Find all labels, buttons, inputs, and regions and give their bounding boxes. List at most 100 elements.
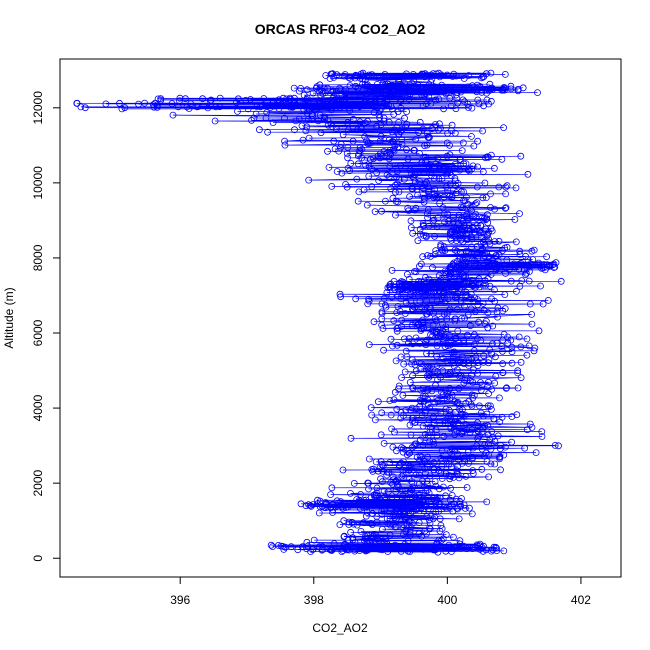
data-point	[487, 69, 495, 77]
data-point	[482, 70, 490, 78]
data-point	[446, 341, 454, 349]
data-point	[207, 96, 215, 104]
data-point	[487, 204, 494, 211]
data-point	[412, 440, 420, 448]
data-point	[426, 423, 434, 431]
data-point	[422, 178, 430, 186]
data-point	[384, 80, 392, 88]
data-point	[378, 409, 386, 417]
data-point	[403, 496, 411, 504]
data-point	[499, 369, 507, 376]
data-point	[375, 177, 383, 185]
data-point	[498, 155, 506, 163]
data-point	[141, 99, 149, 107]
data-point	[435, 95, 443, 103]
data-point	[371, 491, 379, 499]
data-point	[501, 305, 509, 313]
data-point	[356, 144, 364, 152]
data-point	[405, 475, 413, 483]
data-point	[453, 292, 461, 300]
data-point	[440, 310, 448, 318]
data-point	[512, 238, 520, 246]
data-point	[525, 277, 533, 285]
data-point	[347, 528, 355, 536]
data-point	[421, 465, 429, 473]
data-point	[446, 141, 453, 149]
data-point	[483, 215, 491, 223]
data-point	[433, 362, 441, 369]
data-point	[398, 323, 405, 330]
data-point	[477, 221, 485, 229]
data-point	[433, 298, 441, 305]
data-point	[423, 336, 431, 344]
data-point	[497, 441, 504, 449]
data-point	[455, 515, 463, 523]
data-point	[383, 96, 391, 104]
data-point	[466, 322, 474, 330]
data-point	[451, 246, 459, 254]
data-point	[495, 183, 503, 191]
data-point	[471, 200, 479, 208]
data-point	[431, 121, 439, 128]
data-point	[371, 99, 379, 107]
data-point	[454, 357, 462, 364]
data-point	[380, 487, 388, 495]
data-point	[402, 347, 410, 355]
data-point	[422, 406, 430, 414]
data-point	[406, 292, 414, 300]
data-point	[259, 101, 267, 109]
data-point	[428, 387, 436, 395]
data-point	[395, 78, 402, 85]
data-point	[116, 99, 123, 107]
data-point	[279, 94, 287, 102]
data-point	[459, 238, 467, 246]
data-point	[415, 495, 423, 503]
data-point	[393, 123, 401, 131]
data-point	[377, 457, 385, 465]
data-point	[353, 175, 361, 183]
data-point	[497, 466, 504, 474]
data-point	[448, 391, 456, 399]
data-point	[397, 512, 405, 520]
data-point	[449, 533, 457, 541]
data-point	[517, 343, 525, 351]
data-point	[441, 417, 449, 425]
data-point	[459, 96, 467, 104]
data-point	[446, 305, 454, 313]
data-point	[478, 214, 486, 222]
data-point	[390, 136, 398, 144]
data-point	[477, 409, 485, 417]
data-point	[484, 359, 492, 367]
data-point	[452, 495, 460, 503]
data-point	[482, 281, 490, 289]
data-point	[410, 505, 418, 513]
data-point	[460, 542, 468, 550]
data-point	[393, 325, 401, 333]
data-point	[329, 544, 337, 552]
data-point	[349, 536, 357, 544]
data-point	[435, 507, 442, 515]
data-point	[470, 228, 478, 236]
data-point	[452, 237, 460, 245]
data-point	[463, 331, 471, 339]
data-point	[496, 266, 503, 274]
data-point	[454, 398, 462, 406]
data-point	[390, 145, 397, 153]
data-point	[402, 70, 410, 78]
data-point	[535, 327, 543, 335]
data-point	[469, 162, 477, 170]
data-point	[168, 100, 176, 107]
data-point	[432, 508, 440, 516]
data-point	[439, 204, 447, 212]
data-point	[446, 94, 454, 102]
data-point	[377, 431, 385, 439]
data-point	[531, 344, 539, 352]
data-point	[468, 277, 476, 285]
data-point	[439, 354, 447, 362]
data-point	[488, 340, 496, 348]
data-point	[398, 496, 406, 504]
data-point	[474, 301, 482, 309]
x-tick-label: 400	[437, 593, 457, 607]
data-point	[463, 484, 471, 491]
data-point	[252, 110, 260, 118]
